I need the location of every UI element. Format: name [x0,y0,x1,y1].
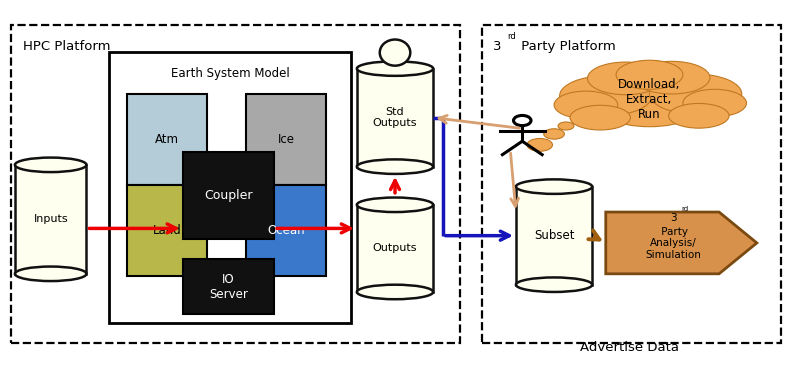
Text: Coupler: Coupler [204,189,253,202]
Bar [11,25,460,343]
Bar [516,187,592,285]
Text: Advertise Data: Advertise Data [580,341,679,354]
Ellipse shape [357,198,433,212]
Ellipse shape [516,179,592,194]
Bar [15,165,86,274]
Ellipse shape [590,72,709,127]
Ellipse shape [15,158,86,172]
Ellipse shape [558,122,574,130]
Ellipse shape [357,285,433,299]
Ellipse shape [380,40,410,66]
Text: rd: rd [508,32,516,41]
Ellipse shape [516,277,592,292]
Ellipse shape [513,115,531,126]
Bar [483,25,780,343]
Ellipse shape [527,138,552,151]
Bar [127,185,207,276]
Ellipse shape [559,76,652,116]
Ellipse shape [650,74,741,114]
Bar [357,205,433,292]
Ellipse shape [15,266,86,281]
Ellipse shape [616,60,683,89]
Bar [357,68,433,167]
Ellipse shape [683,89,746,117]
Ellipse shape [669,104,729,128]
Polygon shape [606,212,757,274]
Text: Inputs: Inputs [34,214,68,224]
Bar [109,52,351,323]
Bar [183,259,275,314]
Text: Party
Analysis/
Simulation: Party Analysis/ Simulation [646,227,701,260]
Text: Land: Land [152,224,181,237]
Text: Ice: Ice [278,133,294,146]
Text: 3: 3 [493,40,501,53]
Text: Subset: Subset [534,229,575,242]
Ellipse shape [554,91,618,119]
Text: Party Platform: Party Platform [516,40,615,53]
Text: Atm: Atm [155,133,179,146]
Text: Ocean: Ocean [267,224,305,237]
Bar [247,94,326,185]
Ellipse shape [587,62,664,95]
Ellipse shape [570,105,630,130]
Bar [127,94,207,185]
Ellipse shape [543,129,564,139]
Text: Std
Outputs: Std Outputs [373,107,417,128]
Text: Download,
Extract,
Run: Download, Extract, Run [618,78,681,121]
Text: HPC Platform: HPC Platform [23,40,110,53]
Text: IO
Server: IO Server [209,273,248,300]
Text: Outputs: Outputs [373,243,417,253]
Ellipse shape [357,159,433,174]
Ellipse shape [357,61,433,76]
Ellipse shape [634,61,710,94]
Text: 3: 3 [670,213,677,223]
Text: Earth System Model: Earth System Model [171,67,290,80]
Bar [183,152,275,239]
Bar [247,185,326,276]
Text: rd: rd [681,206,689,212]
